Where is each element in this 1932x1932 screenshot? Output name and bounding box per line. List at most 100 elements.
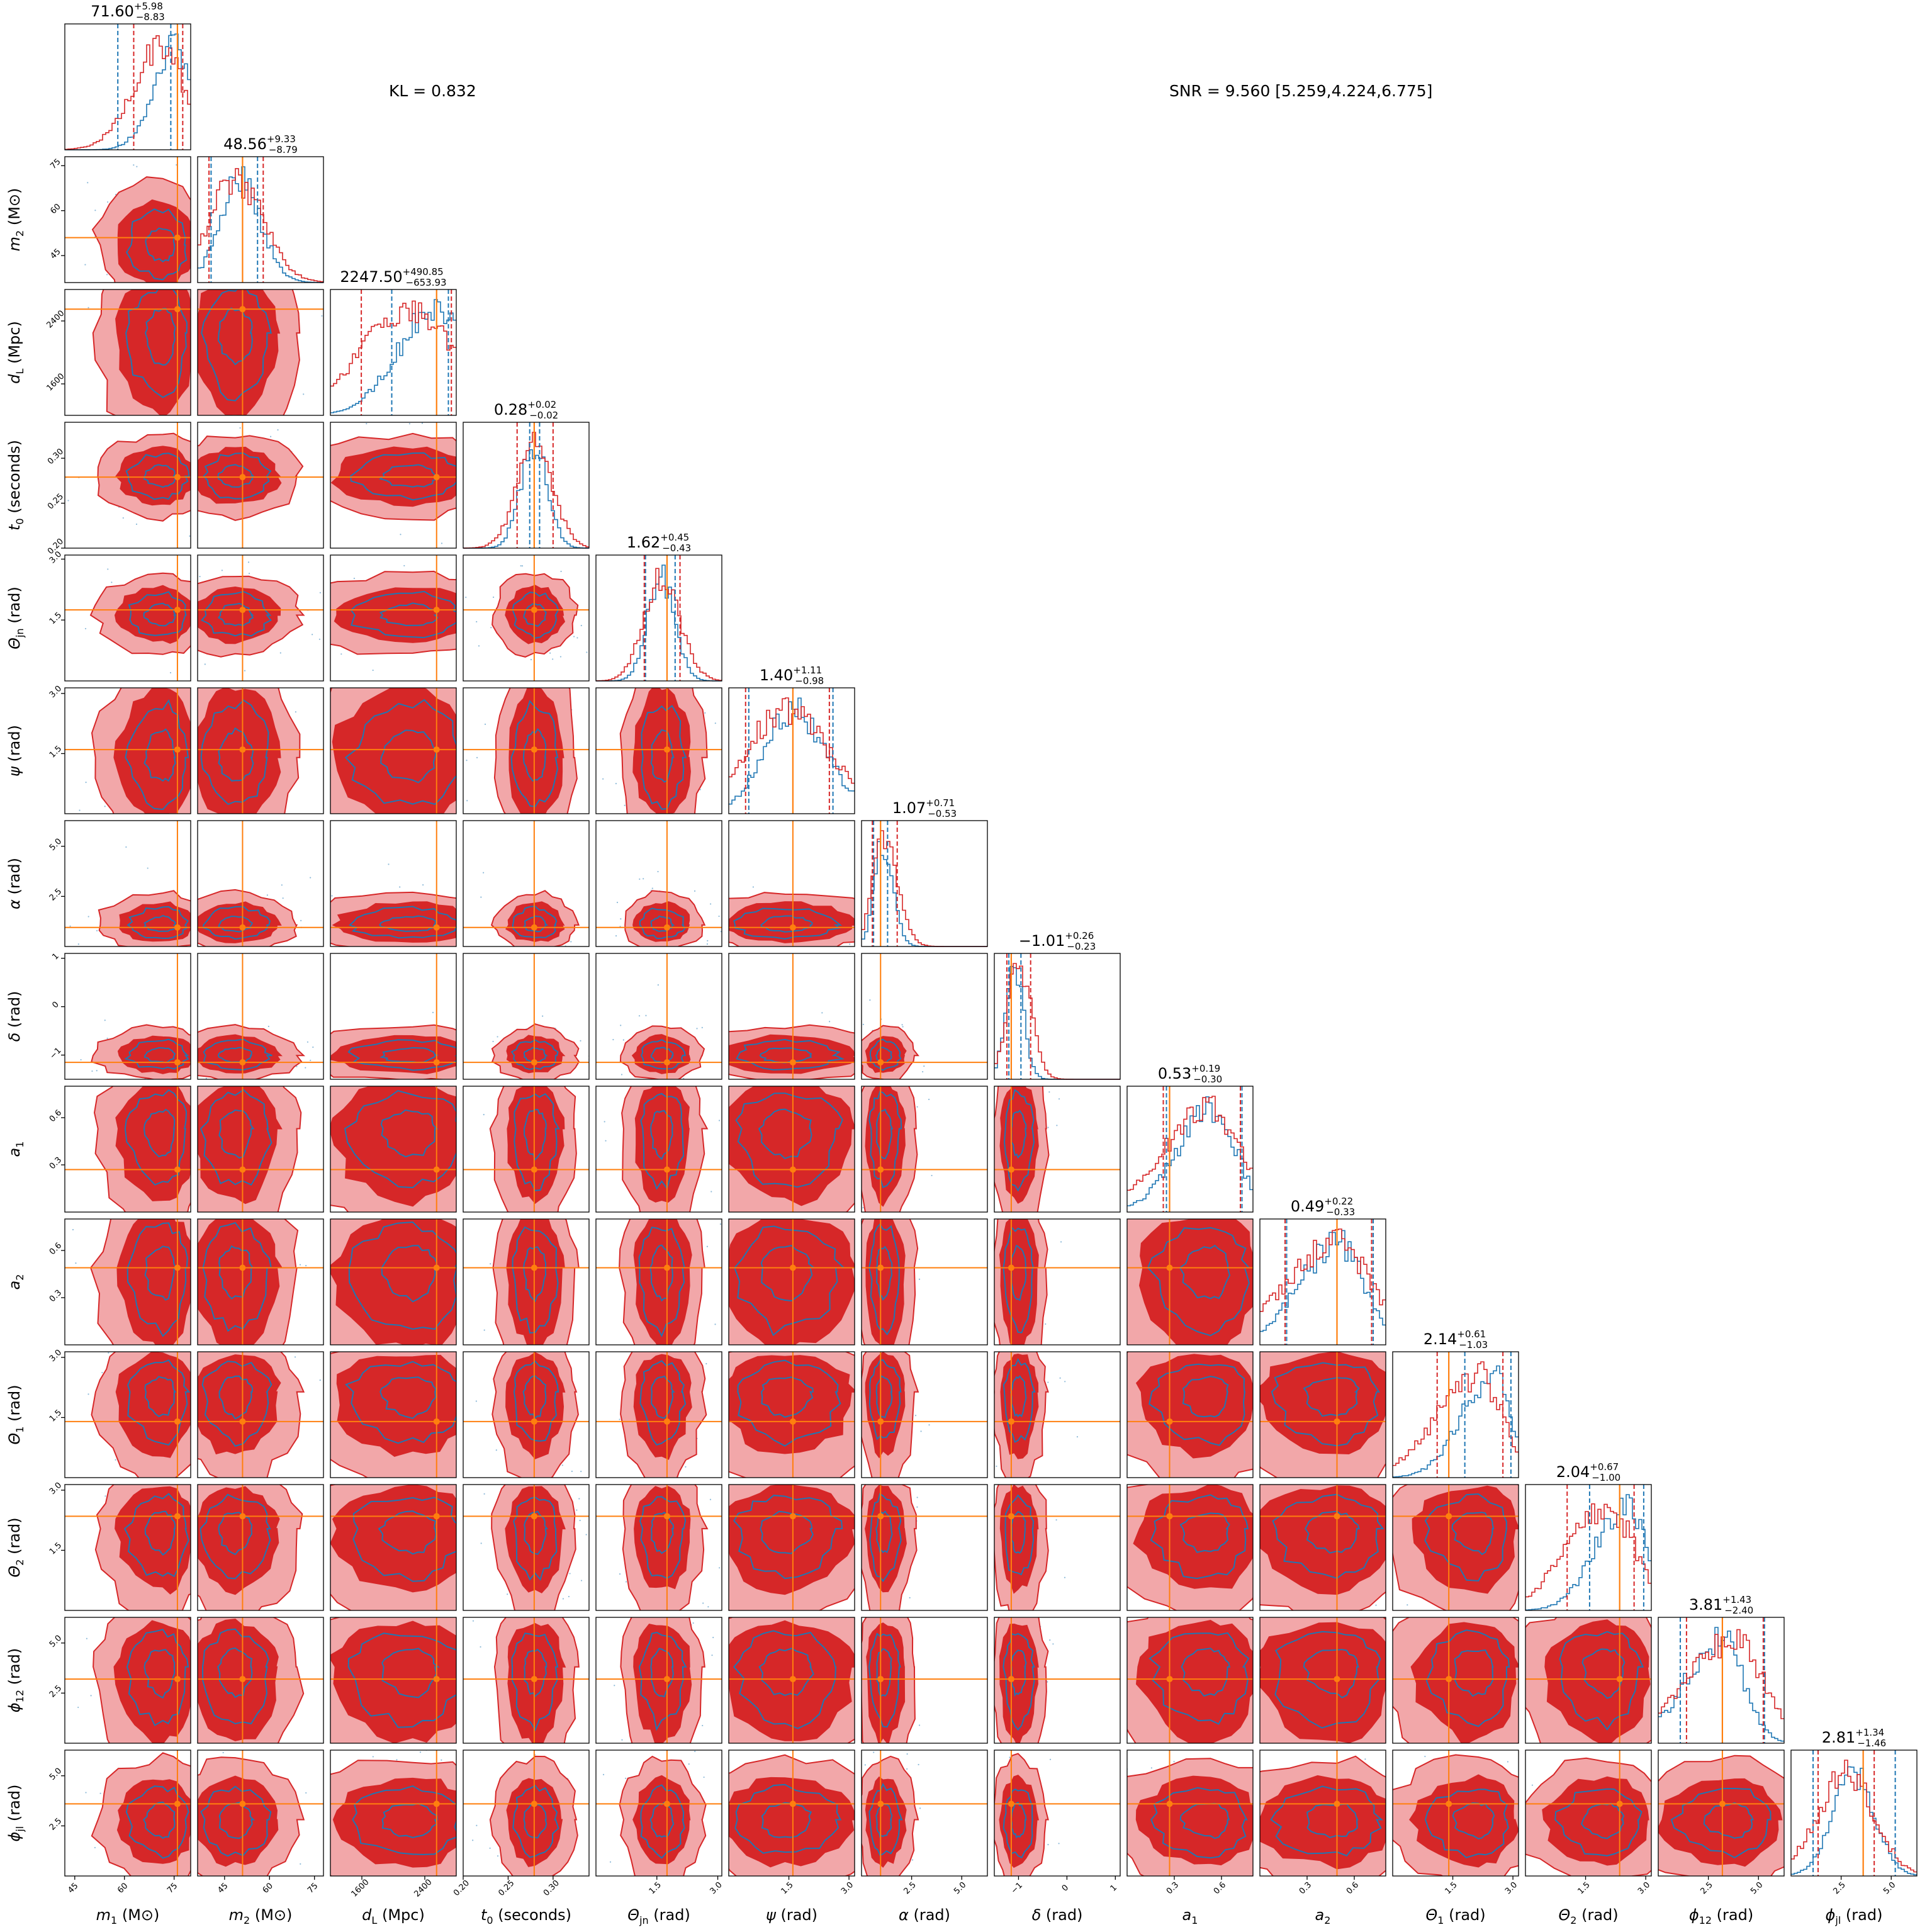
panel-m1-a1: 0.30.6a1	[6, 1086, 191, 1213]
sample-point	[481, 1661, 483, 1663]
panel-theta1-theta1: 2.14+0.61 −1.03	[1392, 1328, 1519, 1478]
sample-point	[48, 1518, 49, 1519]
sample-point	[90, 1514, 91, 1515]
contour-level	[144, 307, 176, 366]
sample-point	[125, 846, 127, 848]
sample-point	[295, 711, 296, 713]
sample-point	[912, 1334, 913, 1335]
panel-psi-delta	[684, 953, 855, 1080]
sample-point	[195, 1261, 196, 1262]
truth-point	[174, 306, 181, 313]
contour-level	[866, 1622, 906, 1743]
sample-point	[191, 717, 193, 719]
sample-point	[684, 1027, 685, 1028]
sample-point	[305, 1792, 307, 1794]
sample-point	[1278, 1346, 1279, 1347]
sample-point	[706, 1245, 709, 1247]
sample-point	[481, 1306, 483, 1308]
panel-frame	[1259, 1484, 1386, 1611]
sample-point	[549, 652, 551, 654]
contour-level	[869, 1493, 902, 1583]
sample-point	[312, 634, 313, 636]
panel-dL-alpha	[330, 820, 457, 947]
truth-point	[789, 1676, 796, 1683]
sample-point	[692, 1770, 694, 1771]
sample-point	[691, 1001, 692, 1002]
sample-point	[497, 1191, 498, 1192]
sample-point	[675, 887, 676, 889]
sample-point	[884, 1346, 885, 1347]
sample-point	[715, 1446, 716, 1447]
sample-point	[1064, 1381, 1066, 1383]
sample-point	[227, 263, 228, 264]
truth-point	[174, 474, 181, 481]
sample-point	[1455, 1461, 1456, 1463]
panel-frame	[1259, 1218, 1386, 1345]
sample-point	[1055, 1187, 1057, 1188]
sample-point	[855, 1038, 856, 1040]
contour-level	[330, 1086, 456, 1207]
contour-level	[143, 1108, 176, 1158]
x-tick-label: 60	[116, 1881, 130, 1895]
panel-frame	[861, 1351, 988, 1478]
sample-point	[520, 824, 522, 825]
sample-point	[193, 374, 194, 376]
contour-level	[523, 1802, 548, 1839]
sample-point	[172, 543, 174, 544]
sample-point	[476, 1791, 478, 1792]
panel-m2-thetajn	[197, 554, 324, 682]
sample-point	[466, 760, 468, 761]
sample-point	[1280, 1332, 1281, 1333]
sample-point	[94, 210, 96, 211]
sample-point	[727, 1799, 728, 1800]
sample-point	[193, 216, 194, 217]
sample-point	[497, 1751, 498, 1752]
sample-point	[920, 1430, 922, 1432]
panel-frame	[861, 820, 988, 947]
contour-level	[380, 1109, 439, 1158]
sample-point	[319, 592, 322, 593]
sample-point	[1033, 1878, 1035, 1879]
sample-point	[1169, 1898, 1170, 1899]
contour-level	[512, 1226, 559, 1334]
sample-point	[270, 435, 272, 437]
sample-point	[1091, 1783, 1092, 1784]
sample-point	[293, 892, 295, 893]
sample-point	[421, 422, 424, 424]
sample-point	[1426, 1454, 1427, 1456]
sample-point	[176, 164, 177, 166]
x-axis-label-delta: δ (rad)	[1032, 1906, 1083, 1924]
contour-level	[1272, 1493, 1384, 1580]
sample-point	[1597, 1583, 1598, 1584]
y-axis-label-m2: m2 (M⊙)	[6, 188, 26, 252]
sample-point	[941, 967, 942, 969]
sample-point	[1322, 1263, 1323, 1264]
contour-level	[875, 1108, 894, 1160]
sample-point	[989, 1688, 990, 1689]
contour-level	[868, 1223, 900, 1335]
sample-point	[261, 834, 262, 835]
panel-frame	[197, 1484, 324, 1611]
sample-point	[192, 1351, 193, 1352]
contour-level	[729, 1086, 855, 1206]
sample-point	[306, 1041, 309, 1043]
histogram-red-theta1	[1393, 1361, 1519, 1466]
sample-point	[1527, 1509, 1529, 1510]
sample-point	[211, 834, 213, 835]
sample-point	[1255, 1241, 1256, 1242]
panel-frame	[728, 687, 855, 814]
panel-frame	[861, 953, 988, 1080]
sample-point	[199, 814, 201, 816]
contour-level	[1454, 1649, 1494, 1697]
y-tick-label: 45	[48, 247, 62, 261]
panel-psi-theta1	[715, 1351, 855, 1478]
panel-frame	[330, 1351, 457, 1478]
sample-point	[246, 946, 247, 948]
panel-theta1-theta2	[1392, 1461, 1529, 1611]
sample-point	[194, 1183, 196, 1184]
sample-point	[1093, 1811, 1094, 1812]
contour-level	[1003, 1789, 1033, 1859]
truth-point	[531, 1166, 537, 1173]
panel-frame	[197, 687, 324, 814]
